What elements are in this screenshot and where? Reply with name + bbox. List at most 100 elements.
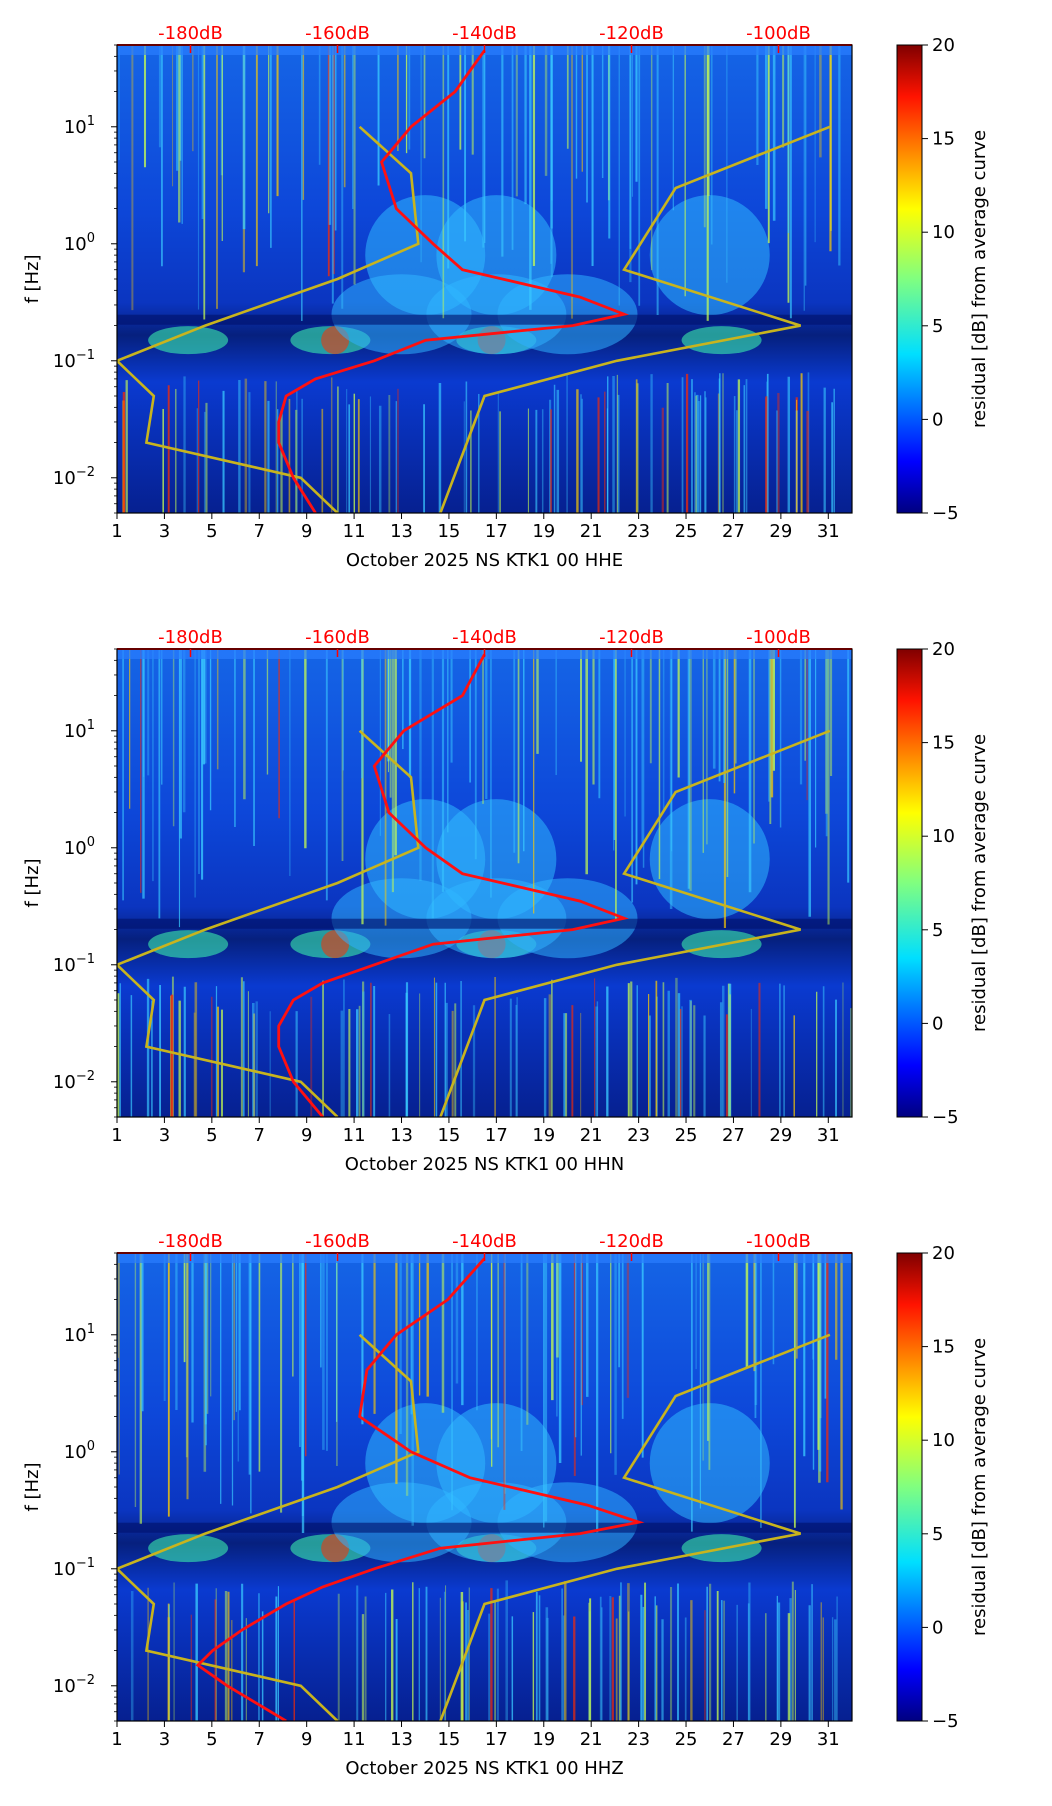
colorbar-label: residual [dB] from average curve xyxy=(969,734,990,1032)
colorbar-tick-label: −5 xyxy=(932,1107,959,1128)
colorbar-tick-label: 5 xyxy=(932,316,943,337)
y-axis-label: f [Hz] xyxy=(22,254,43,303)
x-tick-label: 3 xyxy=(159,521,170,542)
colorbar-tick-label: 20 xyxy=(932,639,955,660)
y-tick-base: 10 xyxy=(53,468,76,489)
db-tick-label: -120dB xyxy=(599,627,664,648)
db-tick-label: -100dB xyxy=(746,627,811,648)
y-tick-label: 10−1 xyxy=(53,952,95,976)
x-tick-label: 23 xyxy=(627,521,650,542)
x-tick-label: 21 xyxy=(580,1125,603,1146)
db-tick-label: -120dB xyxy=(599,23,664,44)
x-tick-label: 11 xyxy=(343,1125,366,1146)
y-tick-label: 10−2 xyxy=(53,1673,95,1697)
colorbar-tick-label: 10 xyxy=(932,826,955,847)
heatmap-texture xyxy=(117,649,852,1117)
nhnm-curve xyxy=(439,125,831,513)
x-tick-label: 7 xyxy=(254,1729,265,1750)
colorbar-tick-label: −5 xyxy=(932,1711,959,1732)
heatmap-band xyxy=(117,314,852,325)
colorbar-tick-label: 10 xyxy=(932,1430,955,1451)
colorbar-tick-label: 0 xyxy=(932,1013,943,1034)
heatmap-band xyxy=(117,1522,852,1533)
nlnm-curve xyxy=(117,125,420,513)
y-tick-label: 100 xyxy=(64,835,95,859)
y-tick-base: 10 xyxy=(53,351,76,372)
db-tick-label: -180dB xyxy=(158,1231,223,1252)
x-tick-label: 25 xyxy=(675,521,698,542)
colorbar-tick-label: 5 xyxy=(932,920,943,941)
x-tick-label: 27 xyxy=(722,1729,745,1750)
db-tick-label: -120dB xyxy=(599,1231,664,1252)
y-tick-exponent: −2 xyxy=(76,465,95,480)
heatmap-blob xyxy=(436,799,557,920)
y-tick-base: 10 xyxy=(64,1442,87,1463)
spectrogram-panel: 1 3 5 7 9 11 13 15 17 19 21 23 25 27 29 3110110010−110−… xyxy=(22,1231,990,1779)
x-tick-label: 27 xyxy=(722,1125,745,1146)
x-tick-label: 17 xyxy=(485,521,508,542)
y-tick-base: 10 xyxy=(64,838,87,859)
heatmap-blob xyxy=(649,799,770,920)
db-tick-label: -100dB xyxy=(746,23,811,44)
x-tick-label: 17 xyxy=(485,1729,508,1750)
average-curve xyxy=(277,49,629,513)
colorbar-tick-label: 10 xyxy=(932,222,955,243)
colorbar-tick-label: 15 xyxy=(932,733,955,754)
y-tick-exponent: −2 xyxy=(76,1673,95,1688)
x-tick-label: 25 xyxy=(675,1125,698,1146)
y-tick-base: 10 xyxy=(53,1559,76,1580)
spectrogram-panel: 1 3 5 7 9 11 13 15 17 19 21 23 25 27 29 3110110010−110−… xyxy=(22,23,990,571)
average-curve xyxy=(277,653,629,1117)
y-axis-label: f [Hz] xyxy=(22,1462,43,1511)
x-tick-label: 15 xyxy=(437,1729,460,1750)
colorbar-tick-label: 0 xyxy=(932,409,943,430)
db-tick-label: -160dB xyxy=(305,627,370,648)
y-tick-label: 10−1 xyxy=(53,348,95,372)
y-tick-exponent: 0 xyxy=(87,835,95,850)
y-tick-label: 100 xyxy=(64,1439,95,1463)
nhnm-curve xyxy=(439,729,831,1117)
heatmap-blob xyxy=(436,1403,557,1524)
db-tick-label: -100dB xyxy=(746,1231,811,1252)
x-tick-label: 13 xyxy=(390,1125,413,1146)
y-tick-label: 100 xyxy=(64,231,95,255)
colorbar-tick-label: 0 xyxy=(932,1617,943,1638)
x-tick-label: 25 xyxy=(675,1729,698,1750)
x-tick-label: 15 xyxy=(437,521,460,542)
y-tick-base: 10 xyxy=(64,234,87,255)
y-tick-exponent: −1 xyxy=(76,1556,95,1571)
x-tick-label: 21 xyxy=(580,1729,603,1750)
heatmap-blob xyxy=(436,195,557,316)
colorbar xyxy=(896,648,923,1118)
x-tick-label: 11 xyxy=(343,521,366,542)
x-tick-label: 3 xyxy=(159,1125,170,1146)
colorbar-label: residual [dB] from average curve xyxy=(969,130,990,428)
x-axis-label: October 2025 NS KTK1 00 HHE xyxy=(346,550,623,571)
y-tick-base: 10 xyxy=(64,721,87,742)
y-tick-exponent: 1 xyxy=(87,718,95,733)
heatmap-blob xyxy=(148,326,229,355)
y-tick-exponent: −2 xyxy=(76,1069,95,1084)
x-tick-label: 1 xyxy=(111,1125,122,1146)
y-tick-exponent: 1 xyxy=(87,1322,95,1337)
heatmap-blob xyxy=(148,1534,229,1563)
y-tick-label: 101 xyxy=(64,718,95,742)
x-tick-label: 29 xyxy=(769,1125,792,1146)
x-axis-label: October 2025 NS KTK1 00 HHN xyxy=(345,1154,624,1175)
colorbar-label: residual [dB] from average curve xyxy=(969,1338,990,1636)
x-tick-label: 3 xyxy=(159,1729,170,1750)
y-tick-exponent: −1 xyxy=(76,348,95,363)
y-tick-exponent: −1 xyxy=(76,952,95,967)
x-tick-label: 29 xyxy=(769,1729,792,1750)
x-tick-label: 19 xyxy=(532,1125,555,1146)
x-tick-label: 11 xyxy=(343,1729,366,1750)
colorbar-tick-label: 20 xyxy=(932,1243,955,1264)
db-tick-label: -140dB xyxy=(452,23,517,44)
x-tick-label: 23 xyxy=(627,1729,650,1750)
y-tick-exponent: 0 xyxy=(87,231,95,246)
y-tick-base: 10 xyxy=(53,1676,76,1697)
x-tick-label: 5 xyxy=(206,1729,217,1750)
nlnm-curve xyxy=(117,1333,420,1721)
